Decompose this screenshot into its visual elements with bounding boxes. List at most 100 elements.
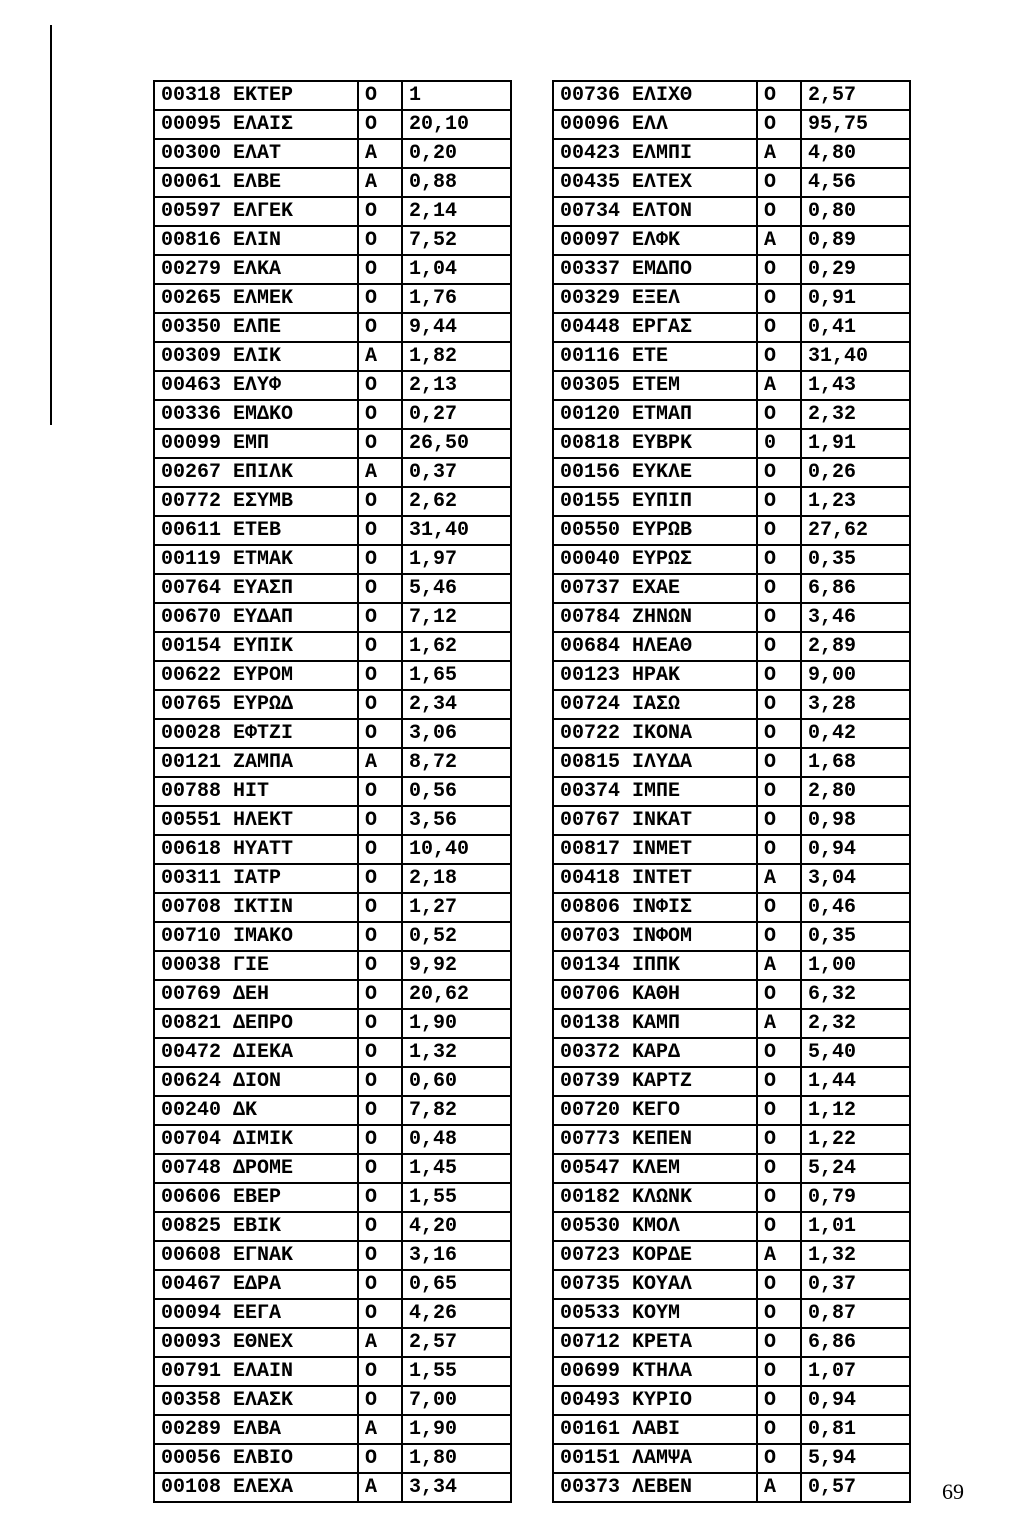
table-row: 00684 ΗΛΕΑΘΟ2,89	[553, 632, 910, 661]
code-name-cell: 00096 ΕΛΛ	[553, 110, 757, 139]
value-cell: 0,88	[402, 168, 511, 197]
value-cell: 1	[402, 81, 511, 110]
value-cell: 0,81	[801, 1415, 910, 1444]
value-cell: 0,46	[801, 893, 910, 922]
code-name-cell: 00764 ΕΥΑΣΠ	[154, 574, 358, 603]
code-name-cell: 00722 ΙΚΟΝΑ	[553, 719, 757, 748]
table-row: 00289 ΕΛΒΑΑ1,90	[154, 1415, 511, 1444]
value-cell: 20,10	[402, 110, 511, 139]
type-cell: Ο	[757, 835, 801, 864]
type-cell: Α	[757, 1473, 801, 1502]
type-cell: Ο	[358, 690, 402, 719]
code-name-cell: 00154 ΕΥΠΙΚ	[154, 632, 358, 661]
code-name-cell: 00358 ΕΛΑΣΚ	[154, 1386, 358, 1415]
type-cell: Α	[358, 458, 402, 487]
table-row: 00096 ΕΛΛΟ95,75	[553, 110, 910, 139]
value-cell: 1,80	[402, 1444, 511, 1473]
type-cell: Α	[358, 342, 402, 371]
table-row: 00095 ΕΛΑΙΣΟ20,10	[154, 110, 511, 139]
code-name-cell: 00670 ΕΥΔΑΠ	[154, 603, 358, 632]
type-cell: Ο	[757, 1386, 801, 1415]
value-cell: 4,20	[402, 1212, 511, 1241]
table-row: 00123 ΗΡΑΚΟ9,00	[553, 661, 910, 690]
type-cell: Ο	[757, 777, 801, 806]
code-name-cell: 00448 ΕΡΓΑΣ	[553, 313, 757, 342]
table-row: 00624 ΔΙΟΝΟ0,60	[154, 1067, 511, 1096]
type-cell: Ο	[757, 197, 801, 226]
table-row: 00815 ΙΛΥΔΑΟ1,68	[553, 748, 910, 777]
code-name-cell: 00300 ΕΛΑΤ	[154, 139, 358, 168]
type-cell: Ο	[358, 893, 402, 922]
code-name-cell: 00788 ΗΙΤ	[154, 777, 358, 806]
value-cell: 0,29	[801, 255, 910, 284]
value-cell: 31,40	[801, 342, 910, 371]
type-cell: Ο	[757, 255, 801, 284]
value-cell: 0,57	[801, 1473, 910, 1502]
code-name-cell: 00038 ΓΙΕ	[154, 951, 358, 980]
table-row: 00311 ΙΑΤΡΟ2,18	[154, 864, 511, 893]
table-row: 00423 ΕΛΜΠΙΑ4,80	[553, 139, 910, 168]
code-name-cell: 00624 ΔΙΟΝ	[154, 1067, 358, 1096]
table-row: 00712 ΚΡΕΤΑΟ6,86	[553, 1328, 910, 1357]
value-cell: 0,80	[801, 197, 910, 226]
table-row: 00156 ΕΥΚΛΕΟ0,26	[553, 458, 910, 487]
type-cell: Ο	[358, 1125, 402, 1154]
value-cell: 0,20	[402, 139, 511, 168]
left-table: 00318 ΕΚΤΕΡΟ100095 ΕΛΑΙΣΟ20,1000300 ΕΛΑΤ…	[153, 80, 512, 1503]
type-cell: Ο	[757, 342, 801, 371]
table-row: 00038 ΓΙΕΟ9,92	[154, 951, 511, 980]
type-cell: Ο	[757, 400, 801, 429]
value-cell: 7,82	[402, 1096, 511, 1125]
value-cell: 1,22	[801, 1125, 910, 1154]
table-row: 00337 ΕΜΔΠΟΟ0,29	[553, 255, 910, 284]
code-name-cell: 00121 ΖΑΜΠΑ	[154, 748, 358, 777]
table-row: 00435 ΕΛΤΕΧΟ4,56	[553, 168, 910, 197]
code-name-cell: 00095 ΕΛΑΙΣ	[154, 110, 358, 139]
code-name-cell: 00289 ΕΛΒΑ	[154, 1415, 358, 1444]
table-row: 00097 ΕΛΦΚΑ0,89	[553, 226, 910, 255]
type-cell: Α	[358, 1415, 402, 1444]
type-cell: Ο	[358, 1038, 402, 1067]
type-cell: Ο	[757, 1444, 801, 1473]
value-cell: 3,04	[801, 864, 910, 893]
type-cell: Ο	[358, 1444, 402, 1473]
type-cell: Ο	[358, 864, 402, 893]
table-row: 00816 ΕΛΙΝΟ7,52	[154, 226, 511, 255]
table-row: 00788 ΗΙΤΟ0,56	[154, 777, 511, 806]
table-row: 00764 ΕΥΑΣΠΟ5,46	[154, 574, 511, 603]
value-cell: 0,42	[801, 719, 910, 748]
table-row: 00608 ΕΓΝΑΚΟ3,16	[154, 1241, 511, 1270]
type-cell: Ο	[757, 1299, 801, 1328]
code-name-cell: 00724 ΙΑΣΩ	[553, 690, 757, 719]
table-row: 00093 ΕΘΝΕΧΑ2,57	[154, 1328, 511, 1357]
type-cell: Ο	[757, 661, 801, 690]
code-name-cell: 00533 ΚΟΥΜ	[553, 1299, 757, 1328]
code-name-cell: 00821 ΔΕΠΡΟ	[154, 1009, 358, 1038]
code-name-cell: 00547 ΚΛΕΜ	[553, 1154, 757, 1183]
page-number: 69	[942, 1479, 964, 1505]
value-cell: 2,13	[402, 371, 511, 400]
type-cell: Ο	[757, 168, 801, 197]
value-cell: 26,50	[402, 429, 511, 458]
value-cell: 5,24	[801, 1154, 910, 1183]
type-cell: Ο	[757, 1415, 801, 1444]
value-cell: 6,32	[801, 980, 910, 1009]
value-cell: 9,92	[402, 951, 511, 980]
table-row: 00784 ΖΗΝΩΝΟ3,46	[553, 603, 910, 632]
type-cell: Ο	[358, 1357, 402, 1386]
code-name-cell: 00374 ΙΜΠΕ	[553, 777, 757, 806]
type-cell: Α	[358, 139, 402, 168]
type-cell: Ο	[358, 951, 402, 980]
value-cell: 6,86	[801, 574, 910, 603]
value-cell: 1,32	[801, 1241, 910, 1270]
table-row: 00772 ΕΣΥΜΒΟ2,62	[154, 487, 511, 516]
value-cell: 0,94	[801, 835, 910, 864]
code-name-cell: 00772 ΕΣΥΜΒ	[154, 487, 358, 516]
table-row: 00748 ΔΡΟΜΕΟ1,45	[154, 1154, 511, 1183]
value-cell: 0,37	[402, 458, 511, 487]
value-cell: 3,16	[402, 1241, 511, 1270]
code-name-cell: 00791 ΕΛΑΙΝ	[154, 1357, 358, 1386]
type-cell: Ο	[757, 81, 801, 110]
value-cell: 7,52	[402, 226, 511, 255]
value-cell: 1,45	[402, 1154, 511, 1183]
